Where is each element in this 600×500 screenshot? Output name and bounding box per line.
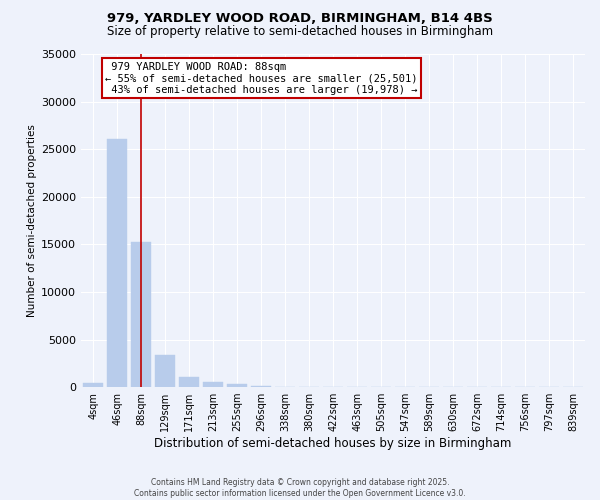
Bar [155,354,175,387]
Bar [131,242,151,387]
Text: Size of property relative to semi-detached houses in Birmingham: Size of property relative to semi-detach… [107,25,493,38]
Text: Contains HM Land Registry data © Crown copyright and database right 2025.
Contai: Contains HM Land Registry data © Crown c… [134,478,466,498]
Bar [227,384,247,387]
X-axis label: Distribution of semi-detached houses by size in Birmingham: Distribution of semi-detached houses by … [154,437,512,450]
Text: 979, YARDLEY WOOD ROAD, BIRMINGHAM, B14 4BS: 979, YARDLEY WOOD ROAD, BIRMINGHAM, B14 … [107,12,493,26]
Bar [251,386,271,387]
Bar [203,382,223,387]
Bar [83,384,103,387]
Bar [179,376,199,387]
Text: 979 YARDLEY WOOD ROAD: 88sqm
← 55% of semi-detached houses are smaller (25,501)
: 979 YARDLEY WOOD ROAD: 88sqm ← 55% of se… [105,62,418,95]
Y-axis label: Number of semi-detached properties: Number of semi-detached properties [27,124,37,317]
Bar [107,138,127,387]
